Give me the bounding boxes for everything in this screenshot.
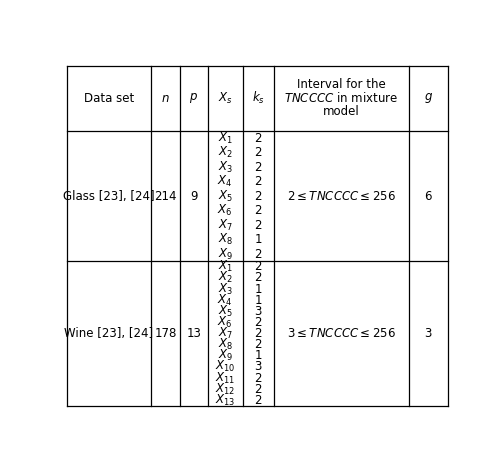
Text: $X_{7}$: $X_{7}$ [218, 218, 233, 233]
Text: $X_{8}$: $X_{8}$ [218, 337, 233, 352]
Text: $g$: $g$ [424, 91, 433, 105]
Text: Data set: Data set [84, 92, 134, 105]
Text: 214: 214 [154, 190, 177, 202]
Text: $X_{7}$: $X_{7}$ [218, 326, 233, 341]
Text: $X_{10}$: $X_{10}$ [215, 360, 235, 375]
Text: $X_{4}$: $X_{4}$ [217, 293, 233, 308]
Text: 2: 2 [255, 218, 262, 232]
Text: $X_{6}$: $X_{6}$ [217, 315, 233, 330]
Text: 1: 1 [255, 349, 262, 362]
Text: $X_{1}$: $X_{1}$ [218, 131, 233, 146]
Text: 3: 3 [255, 305, 262, 318]
Text: 1: 1 [255, 294, 262, 307]
Text: 2: 2 [255, 383, 262, 396]
Text: $3 \leq TNCCCC \leq 256$: $3 \leq TNCCCC \leq 256$ [287, 327, 396, 340]
Text: $X_{11}$: $X_{11}$ [215, 371, 235, 386]
Text: 2: 2 [255, 316, 262, 329]
Text: 6: 6 [424, 190, 432, 202]
Text: $X_{8}$: $X_{8}$ [218, 232, 233, 247]
Text: $X_{5}$: $X_{5}$ [218, 189, 233, 203]
Text: 2: 2 [255, 146, 262, 159]
Text: 2: 2 [255, 260, 262, 273]
Text: 2: 2 [255, 371, 262, 385]
Text: 2: 2 [255, 204, 262, 217]
Text: 2: 2 [255, 394, 262, 407]
Text: 2: 2 [255, 160, 262, 174]
Text: 9: 9 [190, 190, 198, 202]
Text: 2: 2 [255, 131, 262, 145]
Text: 178: 178 [154, 327, 177, 340]
Text: 2: 2 [255, 175, 262, 188]
Text: $k_s$: $k_s$ [252, 90, 265, 106]
Text: $X_{4}$: $X_{4}$ [217, 174, 233, 189]
Text: 2: 2 [255, 338, 262, 351]
Text: $X_{6}$: $X_{6}$ [217, 203, 233, 218]
Text: Interval for the: Interval for the [297, 78, 386, 91]
Text: 1: 1 [255, 233, 262, 246]
Text: $X_{3}$: $X_{3}$ [218, 282, 233, 297]
Text: 2: 2 [255, 327, 262, 340]
Text: $X_{12}$: $X_{12}$ [215, 382, 235, 397]
Text: 3: 3 [424, 327, 432, 340]
Text: $n$: $n$ [161, 92, 170, 105]
Text: 2: 2 [255, 247, 262, 261]
Text: $X_s$: $X_s$ [218, 91, 232, 106]
Text: Wine [23], [24]: Wine [23], [24] [65, 327, 153, 340]
Text: $p$: $p$ [190, 91, 199, 105]
Text: $X_{1}$: $X_{1}$ [218, 259, 233, 274]
Text: $X_{9}$: $X_{9}$ [218, 246, 233, 262]
Text: $X_{9}$: $X_{9}$ [218, 348, 233, 363]
Text: 2: 2 [255, 190, 262, 202]
Text: 3: 3 [255, 360, 262, 373]
Text: Glass [23], [24]: Glass [23], [24] [63, 190, 155, 202]
Text: 13: 13 [186, 327, 201, 340]
Text: $TNCCCC$ in mixture: $TNCCCC$ in mixture [284, 91, 398, 105]
Text: model: model [323, 105, 360, 118]
Text: $X_{3}$: $X_{3}$ [218, 159, 233, 174]
Text: $X_{2}$: $X_{2}$ [218, 145, 232, 160]
Text: $2 \leq TNCCCC \leq 256$: $2 \leq TNCCCC \leq 256$ [287, 190, 396, 202]
Text: 1: 1 [255, 283, 262, 295]
Text: 2: 2 [255, 272, 262, 284]
Text: $X_{13}$: $X_{13}$ [215, 393, 235, 408]
Text: $X_{2}$: $X_{2}$ [218, 270, 232, 285]
Text: $X_{5}$: $X_{5}$ [218, 304, 233, 319]
